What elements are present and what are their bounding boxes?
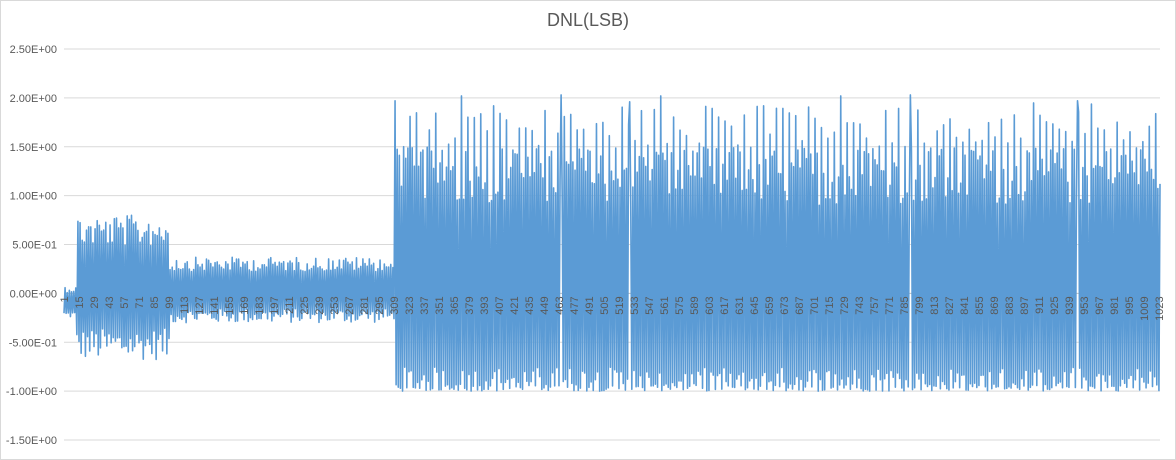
x-tick-label: 57 [119,296,131,308]
x-tick-label: 155 [224,296,236,314]
x-tick-label: 869 [989,296,1001,314]
x-tick-label: 701 [809,296,821,314]
x-tick-label: 743 [854,296,866,314]
series-dnl [63,94,1161,392]
x-tick-label: 71 [134,296,146,308]
x-tick-label: 981 [1109,296,1121,314]
x-tick-label: 309 [389,296,401,314]
x-tick-label: 785 [899,296,911,314]
x-tick-label: 953 [1079,296,1091,314]
x-tick-label: 673 [779,296,791,314]
x-tick-label: 197 [269,296,281,314]
x-tick-label: 631 [734,296,746,314]
x-tick-label: 435 [524,296,536,314]
x-tick-label: 239 [314,296,326,314]
y-tick-label: 2.00E+00 [10,93,57,105]
y-tick-label: 5.00E-01 [12,240,57,252]
x-tick-label: 757 [869,296,881,314]
x-tick-label: 267 [344,296,356,314]
x-tick-label: 281 [359,296,371,314]
x-tick-label: 477 [569,296,581,314]
x-tick-label: 911 [1034,296,1046,314]
x-tick-label: 365 [449,296,461,314]
x-tick-label: 771 [884,296,896,314]
x-tick-label: 561 [659,296,671,314]
x-tick-label: 897 [1019,296,1031,314]
x-tick-label: 323 [404,296,416,314]
x-tick-label: 533 [629,296,641,314]
x-tick-label: 393 [479,296,491,314]
x-tick-label: 729 [839,296,851,314]
y-tick-label: -1.00E+00 [6,386,57,398]
x-tick-label: 967 [1094,296,1106,314]
x-tick-label: 29 [89,296,101,308]
y-tick-label: 1.50E+00 [10,142,57,154]
x-tick-label: 603 [704,296,716,314]
x-tick-label: 43 [104,296,116,308]
x-tick-label: 687 [794,296,806,314]
x-tick-label: 813 [929,296,941,314]
x-tick-label: 351 [434,296,446,314]
x-tick-label: 645 [749,296,761,314]
chart-title: DNL(LSB) [546,10,630,30]
x-tick-label: 827 [944,296,956,314]
x-tick-label: 85 [149,296,161,308]
x-tick-label: 225 [299,296,311,314]
y-tick-label: -5.00E-01 [9,337,57,349]
x-tick-label: 519 [614,296,626,314]
x-tick-label: 575 [674,296,686,314]
series-line [63,94,1161,392]
x-tick-label: 715 [824,296,836,314]
x-tick-label: 15 [74,296,86,308]
x-tick-label: 505 [599,296,611,314]
x-tick-label: 939 [1064,296,1076,314]
x-tick-label: 141 [209,296,221,314]
x-tick-label: 1023 [1154,296,1166,320]
x-tick-label: 491 [584,296,596,314]
x-tick-label: 799 [914,296,926,314]
x-tick-label: 421 [509,296,521,314]
y-tick-label: -1.50E+00 [6,435,57,447]
x-tick-label: 617 [719,296,731,314]
x-tick-label: 127 [194,296,206,314]
x-tick-label: 379 [464,296,476,314]
y-axis-ticks: 2.50E+00 2.00E+00 1.50E+00 1.00E+00 5.00E-01… [6,44,57,447]
x-axis-ticks: 1 15 29 43 57 71 85 99 113 127 141 155 169 183 197 211 2… [59,296,1166,320]
x-tick-label: 1 [59,296,71,302]
x-tick-label: 253 [329,296,341,314]
x-tick-label: 995 [1124,296,1136,314]
y-tick-label: 0.00E+00 [10,288,57,300]
y-tick-label: 1.00E+00 [10,191,57,203]
x-tick-label: 295 [374,296,386,314]
x-tick-label: 169 [239,296,251,314]
x-tick-label: 113 [179,296,191,314]
x-tick-label: 211 [284,296,296,314]
x-tick-label: 883 [1004,296,1016,314]
x-tick-label: 99 [164,296,176,308]
x-tick-label: 589 [689,296,701,314]
x-tick-label: 925 [1049,296,1061,314]
x-tick-label: 841 [959,296,971,314]
x-tick-label: 547 [644,296,656,314]
x-tick-label: 855 [974,296,986,314]
x-tick-label: 337 [419,296,431,314]
x-tick-label: 463 [554,296,566,314]
y-tick-label: 2.50E+00 [10,44,57,56]
x-tick-label: 407 [494,296,506,314]
x-tick-label: 659 [764,296,776,314]
x-tick-label: 183 [254,296,266,314]
x-tick-label: 449 [539,296,551,314]
x-tick-label: 1009 [1139,296,1151,320]
